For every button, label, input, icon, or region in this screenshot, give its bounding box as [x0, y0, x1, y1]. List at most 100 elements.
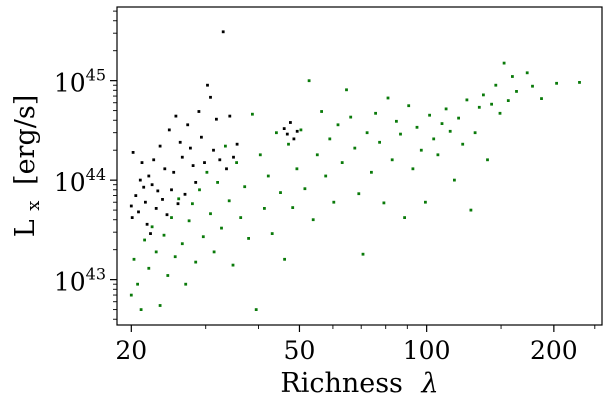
data-point [140, 161, 144, 164]
data-point [403, 216, 406, 219]
data-point [482, 93, 485, 97]
data-point [289, 121, 292, 124]
data-point [440, 122, 444, 125]
data-point [180, 155, 184, 159]
data-point [154, 250, 158, 254]
data-point [279, 191, 282, 194]
x-tick-label: 50 [284, 336, 316, 365]
data-point [525, 71, 529, 75]
data-point [432, 137, 436, 141]
x-axis-label: Richness λ [280, 368, 438, 397]
data-point [292, 137, 296, 141]
data-point [299, 128, 303, 132]
data-point [147, 174, 151, 178]
data-point [178, 140, 182, 144]
data-point [205, 170, 209, 174]
data-point [221, 30, 225, 34]
data-point [231, 263, 235, 267]
data-point [209, 212, 212, 216]
data-point [382, 201, 386, 205]
data-point [340, 161, 344, 164]
data-point [170, 216, 173, 219]
data-points [129, 30, 581, 311]
data-point [152, 158, 156, 162]
x-tick-label: 20 [115, 336, 147, 365]
data-point [187, 219, 191, 223]
data-point [203, 161, 206, 164]
data-point [311, 218, 315, 222]
data-point [200, 135, 203, 139]
data-point [506, 99, 510, 102]
data-point [154, 207, 158, 210]
data-point [370, 170, 373, 174]
data-point [136, 282, 139, 286]
data-point [349, 115, 353, 119]
data-point [194, 260, 198, 264]
data-point [143, 238, 146, 242]
x-axis-label-symbol: λ [421, 368, 439, 397]
data-point [324, 174, 328, 178]
x-tick-label: 100 [403, 336, 451, 365]
data-point [215, 117, 218, 121]
data-point [395, 119, 398, 123]
data-point [531, 84, 534, 88]
data-point [212, 250, 216, 254]
data-point [189, 146, 192, 150]
x-axis-ticks: 20 50 100 200 [115, 325, 596, 365]
data-point [144, 200, 147, 204]
data-point [191, 164, 195, 167]
data-point [357, 192, 361, 196]
data-point [365, 131, 369, 135]
x-axis-label-text: Richness [280, 368, 403, 397]
data-point [201, 235, 205, 239]
data-point [270, 232, 274, 235]
data-point [457, 116, 460, 120]
data-point [436, 153, 440, 157]
data-point [247, 237, 250, 240]
data-point [461, 142, 465, 146]
data-point [172, 170, 176, 174]
y-axis-label-text: L [10, 219, 41, 237]
data-point [263, 207, 266, 210]
data-point [174, 114, 178, 118]
data-point [511, 75, 514, 78]
data-point [361, 252, 365, 256]
data-point [197, 110, 201, 113]
data-point [320, 110, 323, 113]
data-point [444, 107, 448, 111]
data-point [212, 148, 215, 152]
data-point [130, 216, 134, 219]
data-point [150, 225, 154, 229]
data-point [275, 131, 278, 135]
data-point [295, 129, 299, 133]
data-point [129, 293, 133, 297]
data-point [158, 144, 162, 148]
data-point [303, 187, 307, 191]
data-point [167, 128, 171, 132]
data-point [315, 153, 319, 157]
data-point [235, 142, 239, 146]
data-point [428, 113, 431, 117]
data-point [469, 208, 473, 212]
data-point [191, 202, 194, 206]
data-point [158, 304, 162, 307]
data-point [283, 257, 286, 261]
data-point [220, 226, 223, 230]
data-point [515, 90, 518, 93]
data-point [374, 111, 377, 115]
data-point [235, 161, 238, 164]
data-point [224, 144, 227, 148]
y-axis-label-subscript: x [23, 201, 44, 211]
data-point [328, 137, 332, 141]
data-point [134, 194, 138, 197]
data-point [183, 192, 187, 196]
data-point [411, 167, 415, 171]
data-point [162, 233, 166, 237]
data-point [145, 222, 149, 226]
data-point [216, 181, 219, 184]
data-point [184, 282, 188, 286]
data-point [180, 242, 184, 246]
y-tick-label: 1044 [54, 165, 106, 197]
data-point [494, 83, 498, 87]
